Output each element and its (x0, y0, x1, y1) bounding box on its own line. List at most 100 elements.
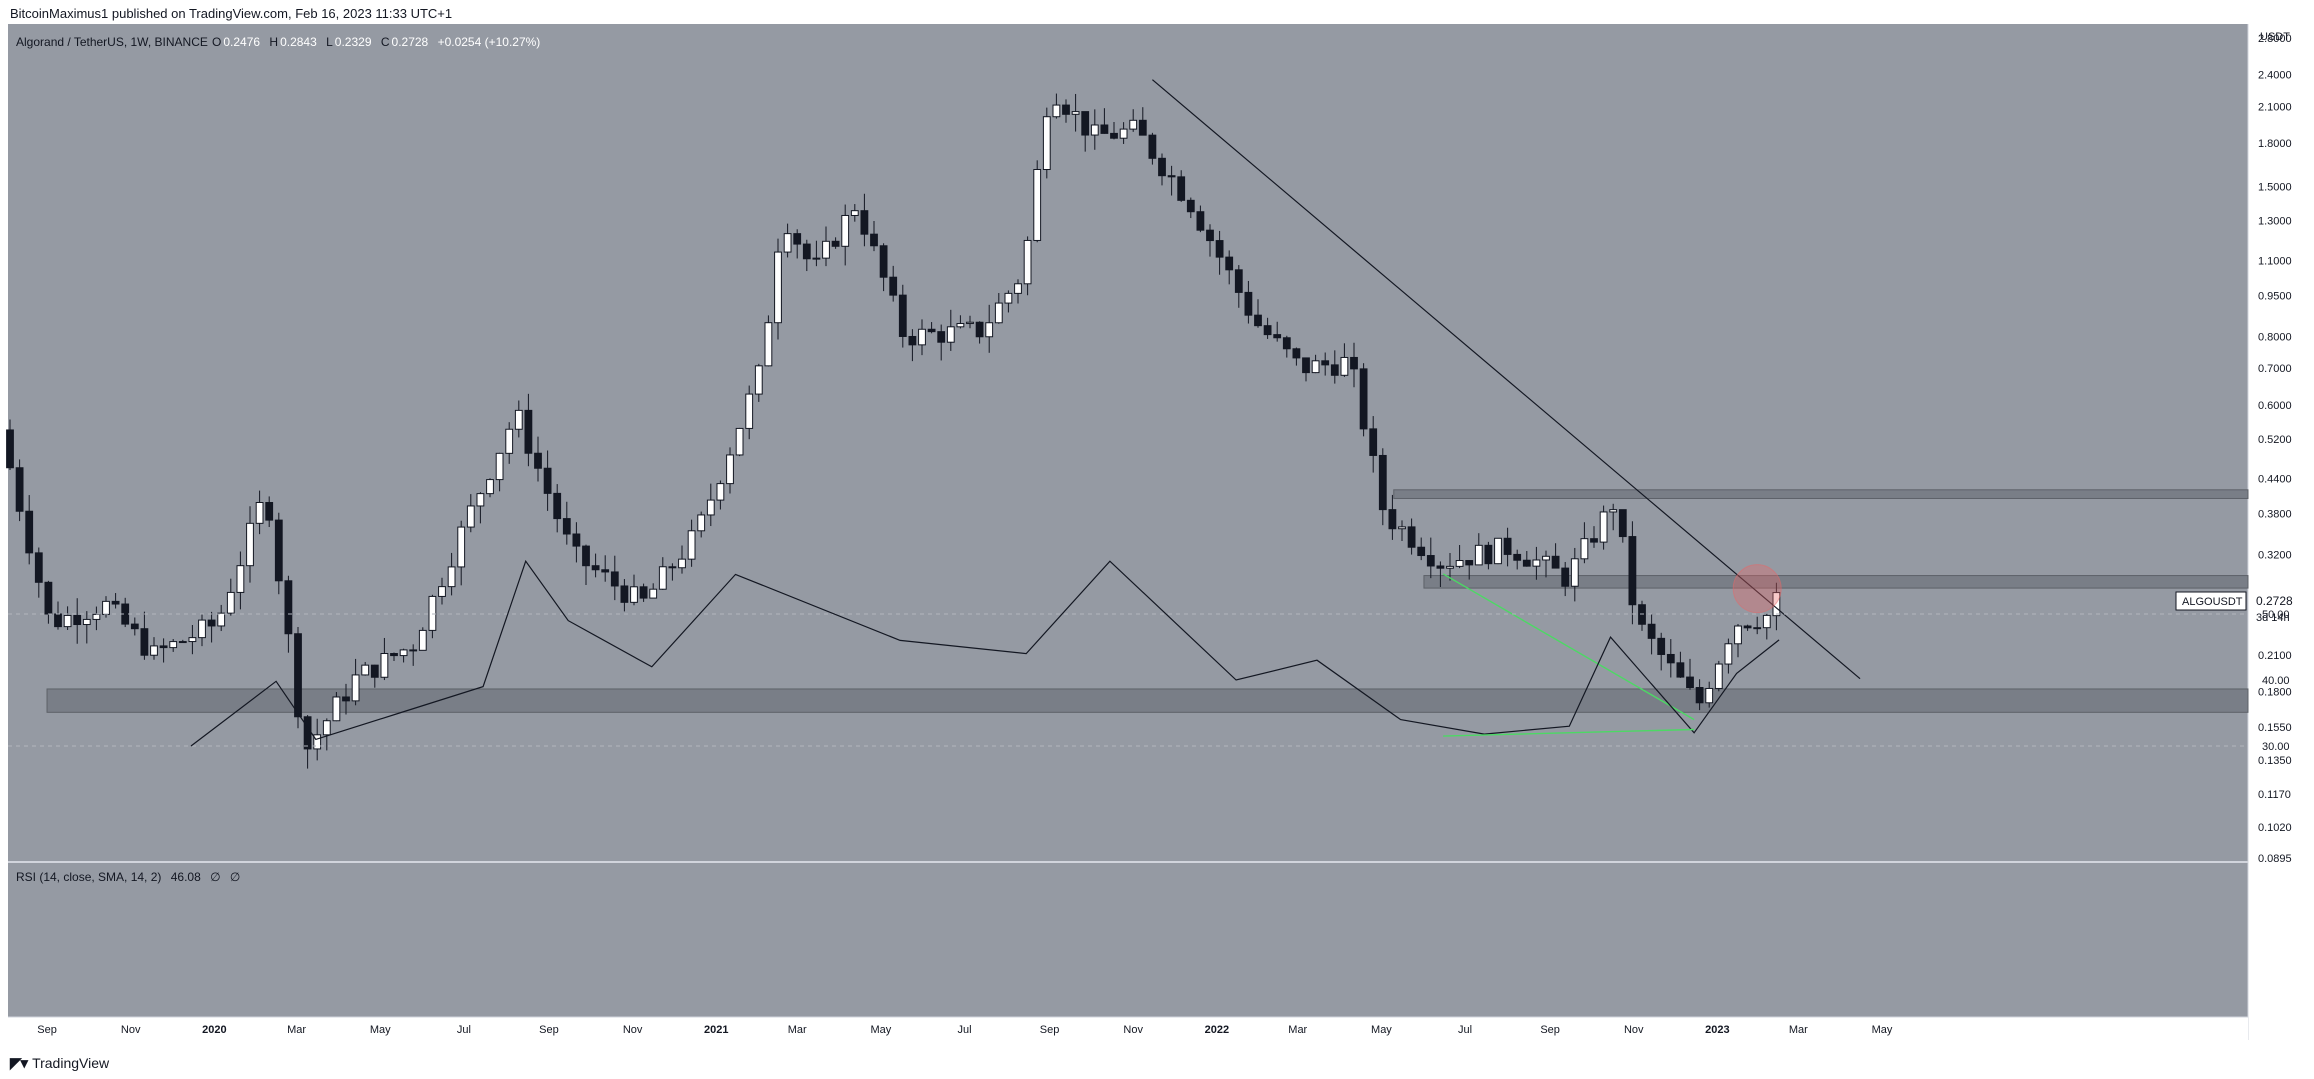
candle[interactable] (918, 319, 926, 356)
candle[interactable] (745, 385, 754, 440)
candle[interactable] (82, 611, 91, 644)
candle[interactable] (1436, 561, 1445, 588)
candle[interactable] (1321, 352, 1330, 376)
candle[interactable] (1484, 541, 1493, 570)
candle[interactable] (1657, 632, 1666, 671)
candle[interactable] (207, 611, 216, 643)
candle[interactable] (514, 400, 523, 438)
candle[interactable] (178, 639, 187, 644)
support-resistance-zone[interactable] (46, 688, 2249, 713)
candle[interactable] (591, 553, 600, 578)
candle[interactable] (1330, 350, 1339, 384)
candle[interactable] (322, 718, 331, 751)
candle[interactable] (438, 577, 446, 605)
candle[interactable] (265, 496, 274, 528)
candle[interactable] (985, 304, 994, 353)
candle[interactable] (562, 501, 571, 545)
candle[interactable] (1455, 545, 1464, 569)
candle[interactable] (73, 598, 82, 644)
candle[interactable] (226, 578, 235, 616)
candle[interactable] (25, 495, 34, 565)
candle[interactable] (582, 544, 590, 585)
candle[interactable] (140, 611, 149, 660)
candle[interactable] (1570, 547, 1579, 602)
candle[interactable] (678, 545, 686, 574)
candle[interactable] (1292, 347, 1301, 366)
candle[interactable] (572, 522, 581, 563)
candle[interactable] (908, 329, 917, 362)
candle[interactable] (370, 664, 379, 688)
candle[interactable] (34, 547, 43, 598)
descending-trendline[interactable] (1152, 79, 1861, 680)
candle[interactable] (246, 506, 254, 583)
candle[interactable] (255, 490, 264, 535)
candle[interactable] (1302, 357, 1310, 382)
candle[interactable] (111, 593, 120, 609)
candle[interactable] (1167, 165, 1176, 196)
symbol-legend[interactable]: Algorand / TetherUS, 1W, BINANCE O 0.2476… (16, 35, 540, 49)
candle[interactable] (524, 393, 533, 467)
candle[interactable] (1081, 111, 1090, 152)
candle[interactable] (1714, 660, 1723, 692)
candle[interactable] (1705, 681, 1714, 708)
candle[interactable] (1532, 546, 1541, 580)
candle[interactable] (1138, 107, 1147, 136)
candle[interactable] (1110, 121, 1118, 140)
candle[interactable] (687, 519, 696, 567)
candle[interactable] (1618, 509, 1627, 543)
candle[interactable] (1503, 527, 1512, 567)
candle[interactable] (1724, 638, 1733, 674)
candle[interactable] (1522, 550, 1531, 567)
candle[interactable] (1398, 520, 1406, 542)
candle[interactable] (1340, 343, 1349, 377)
candle[interactable] (879, 243, 888, 292)
candle[interactable] (860, 193, 869, 247)
candle[interactable] (658, 557, 667, 590)
candle[interactable] (1407, 518, 1416, 555)
candle[interactable] (505, 422, 514, 464)
candle[interactable] (966, 315, 974, 329)
candle[interactable] (610, 555, 619, 601)
candle[interactable] (534, 436, 542, 482)
price-axis-area[interactable] (2248, 24, 2314, 1017)
candle[interactable] (1542, 550, 1550, 578)
candle[interactable] (1513, 549, 1522, 570)
candle[interactable] (1158, 153, 1166, 186)
candle[interactable] (639, 583, 648, 602)
candle[interactable] (1225, 250, 1234, 285)
candle[interactable] (342, 683, 350, 715)
candle[interactable] (294, 626, 302, 729)
candle[interactable] (1062, 99, 1070, 123)
candle[interactable] (495, 452, 504, 492)
candle[interactable] (850, 204, 859, 222)
candle[interactable] (476, 492, 485, 524)
candle[interactable] (1561, 561, 1570, 597)
support-divergence-line[interactable] (1442, 573, 1695, 721)
candle[interactable] (822, 226, 830, 267)
candle[interactable] (1350, 342, 1358, 388)
candle[interactable] (1417, 537, 1426, 561)
candle[interactable] (418, 627, 427, 651)
candle[interactable] (783, 223, 792, 258)
candle[interactable] (332, 691, 341, 722)
candle[interactable] (706, 483, 715, 527)
current-price-marker[interactable]: ALGOUSDT 0.2728 3d 14h (2175, 590, 2312, 630)
candle[interactable] (1186, 197, 1195, 219)
candle[interactable] (399, 648, 408, 663)
rsi-divergence-line[interactable] (1443, 728, 1695, 737)
candle[interactable] (630, 574, 638, 606)
candle[interactable] (169, 639, 178, 652)
candle[interactable] (1052, 93, 1061, 119)
candle[interactable] (754, 363, 763, 402)
candle[interactable] (697, 511, 706, 538)
candle[interactable] (1196, 205, 1205, 233)
candle[interactable] (543, 450, 552, 511)
candle[interactable] (409, 644, 418, 666)
candle[interactable] (1734, 624, 1742, 658)
candle[interactable] (274, 512, 283, 595)
candle[interactable] (1426, 537, 1435, 579)
candle[interactable] (159, 638, 168, 663)
candle[interactable] (735, 427, 744, 457)
candle[interactable] (1666, 639, 1675, 678)
